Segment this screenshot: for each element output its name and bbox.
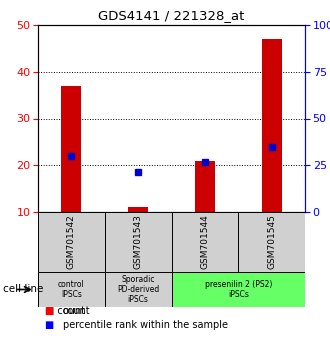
Bar bbox=[262, 39, 281, 212]
Text: control
IPSCs: control IPSCs bbox=[58, 280, 85, 299]
Bar bbox=[105, 272, 172, 307]
Bar bbox=[195, 161, 215, 212]
Bar bbox=[238, 212, 305, 272]
Text: Sporadic
PD-derived
iPSCs: Sporadic PD-derived iPSCs bbox=[117, 275, 159, 304]
Text: GSM701544: GSM701544 bbox=[200, 215, 209, 269]
Text: GSM701542: GSM701542 bbox=[67, 215, 76, 269]
Text: count: count bbox=[63, 306, 90, 316]
Bar bbox=[38, 272, 105, 307]
Text: ■ count: ■ count bbox=[45, 306, 84, 316]
Bar bbox=[61, 86, 82, 212]
Text: presenilin 2 (PS2)
iPSCs: presenilin 2 (PS2) iPSCs bbox=[205, 280, 272, 299]
Text: percentile rank within the sample: percentile rank within the sample bbox=[63, 320, 228, 330]
Text: ■: ■ bbox=[45, 306, 54, 316]
Bar bbox=[105, 212, 172, 272]
Bar bbox=[172, 212, 238, 272]
Text: cell line: cell line bbox=[3, 285, 44, 295]
Text: ■: ■ bbox=[45, 320, 54, 330]
Title: GDS4141 / 221328_at: GDS4141 / 221328_at bbox=[98, 10, 245, 22]
Bar bbox=[128, 207, 148, 212]
Text: GSM701543: GSM701543 bbox=[134, 215, 143, 269]
Bar bbox=[172, 272, 305, 307]
Text: GSM701545: GSM701545 bbox=[267, 215, 276, 269]
Bar bbox=[38, 212, 105, 272]
